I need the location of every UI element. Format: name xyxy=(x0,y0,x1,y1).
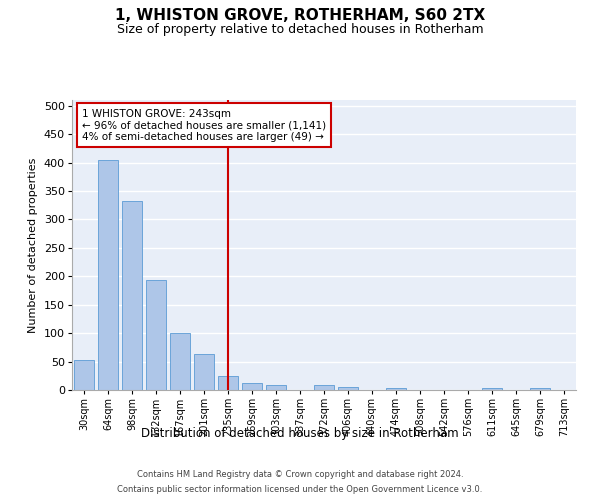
Bar xyxy=(146,280,166,390)
Bar xyxy=(242,382,262,390)
Text: 1 WHISTON GROVE: 243sqm
← 96% of detached houses are smaller (1,141)
4% of semi-: 1 WHISTON GROVE: 243sqm ← 96% of detache… xyxy=(82,108,326,142)
Bar xyxy=(170,333,190,390)
Bar xyxy=(194,354,214,390)
Text: Size of property relative to detached houses in Rotherham: Size of property relative to detached ho… xyxy=(116,22,484,36)
Bar xyxy=(266,386,286,390)
Text: 1, WHISTON GROVE, ROTHERHAM, S60 2TX: 1, WHISTON GROVE, ROTHERHAM, S60 2TX xyxy=(115,8,485,22)
Bar xyxy=(338,387,358,390)
Bar xyxy=(74,360,94,390)
Text: Contains public sector information licensed under the Open Government Licence v3: Contains public sector information licen… xyxy=(118,485,482,494)
Bar xyxy=(98,160,118,390)
Bar xyxy=(218,376,238,390)
Text: Contains HM Land Registry data © Crown copyright and database right 2024.: Contains HM Land Registry data © Crown c… xyxy=(137,470,463,479)
Bar xyxy=(122,201,142,390)
Y-axis label: Number of detached properties: Number of detached properties xyxy=(28,158,38,332)
Bar xyxy=(530,388,550,390)
Bar xyxy=(482,388,502,390)
Bar xyxy=(314,386,334,390)
Text: Distribution of detached houses by size in Rotherham: Distribution of detached houses by size … xyxy=(141,428,459,440)
Bar xyxy=(386,388,406,390)
